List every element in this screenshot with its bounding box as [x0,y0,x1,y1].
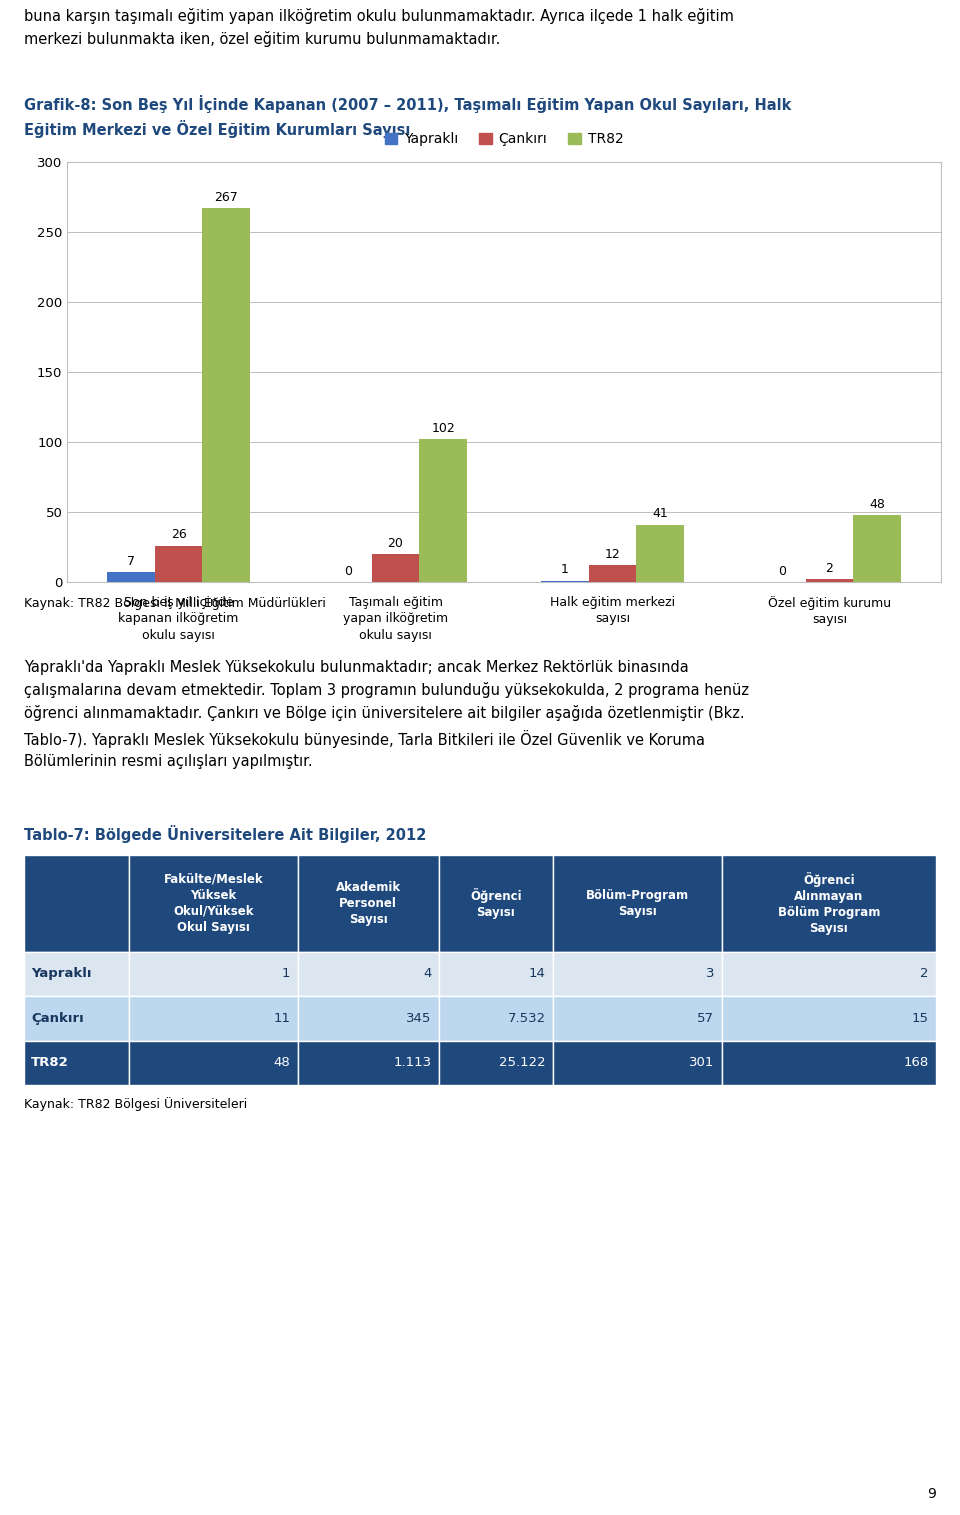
Bar [203,208,251,582]
Bar [439,1041,553,1085]
Text: Kaynak: TR82 Bölgesi Üniversiteleri: Kaynak: TR82 Bölgesi Üniversiteleri [24,1097,248,1110]
Bar [298,995,439,1041]
Legend: Yapraklı, Çankırı, TR82: Yapraklı, Çankırı, TR82 [379,127,629,152]
Text: 267: 267 [214,191,238,205]
Text: TR82: TR82 [32,1056,69,1070]
Bar [553,1041,722,1085]
Text: Bölüm-Program
Sayısı: Bölüm-Program Sayısı [586,889,689,918]
Text: 345: 345 [406,1012,432,1024]
Bar [722,951,936,995]
Text: 4: 4 [423,968,432,980]
Bar [853,515,901,582]
Text: 48: 48 [870,497,885,511]
Text: buna karşın taşımalı eğitim yapan ilköğretim okulu bulunmamaktadır. Ayrıca ilçed: buna karşın taşımalı eğitim yapan ilköğr… [24,8,733,47]
Text: Öğrenci
Alınmayan
Bölüm Program
Sayısı: Öğrenci Alınmayan Bölüm Program Sayısı [778,871,880,935]
Text: 7.532: 7.532 [508,1012,545,1024]
Bar [298,854,439,951]
Text: 25.122: 25.122 [499,1056,545,1070]
Text: 57: 57 [697,1012,714,1024]
Text: 0: 0 [344,565,351,577]
Bar [439,995,553,1041]
Text: 301: 301 [689,1056,714,1070]
Text: 11: 11 [274,1012,290,1024]
Text: Tablo-7: Bölgede Üniversitelere Ait Bilgiler, 2012: Tablo-7: Bölgede Üniversitelere Ait Bilg… [24,826,426,842]
Text: 168: 168 [903,1056,928,1070]
Text: 20: 20 [388,536,403,550]
Text: 3: 3 [706,968,714,980]
Text: Akademik
Personel
Sayısı: Akademik Personel Sayısı [336,880,401,926]
Text: 0: 0 [778,565,785,577]
Text: Yapraklı: Yapraklı [32,968,92,980]
Bar [722,995,936,1041]
Text: 41: 41 [653,508,668,520]
Bar [553,854,722,951]
Text: 26: 26 [171,529,186,541]
Bar [298,951,439,995]
Text: 15: 15 [912,1012,928,1024]
Text: 1.113: 1.113 [394,1056,432,1070]
Text: 14: 14 [529,968,545,980]
Text: Yapraklı'da Yapraklı Meslek Yüksekokulu bulunmaktadır; ancak Merkez Rektörlük bi: Yapraklı'da Yapraklı Meslek Yüksekokulu … [24,661,749,770]
Text: 2: 2 [826,562,833,576]
Text: 9: 9 [927,1488,936,1501]
Bar [24,995,129,1041]
Bar [24,1041,129,1085]
Bar [722,854,936,951]
Text: 1: 1 [561,564,568,576]
Bar [129,995,298,1041]
Text: Kaynak: TR82 Bölgesi İl Milli Eğitim Müdürlükleri: Kaynak: TR82 Bölgesi İl Milli Eğitim Müd… [24,595,325,611]
Bar [129,1041,298,1085]
Text: 12: 12 [605,548,620,561]
Text: 2: 2 [921,968,928,980]
Bar [439,854,553,951]
Bar [588,565,636,582]
Text: Grafik-8: Son Beş Yıl İçinde Kapanan (2007 – 2011), Taşımalı Eğitim Yapan Okul S: Grafik-8: Son Beş Yıl İçinde Kapanan (20… [24,95,791,138]
Bar [722,1041,936,1085]
Bar [129,951,298,995]
Text: 7: 7 [127,554,134,568]
Bar [155,545,203,582]
Bar [439,951,553,995]
Text: 1: 1 [282,968,290,980]
Bar [372,554,420,582]
Text: 48: 48 [274,1056,290,1070]
Bar [129,854,298,951]
Bar [805,579,853,582]
Text: Fakülte/Meslek
Yüksek
Okul/Yüksek
Okul Sayısı: Fakülte/Meslek Yüksek Okul/Yüksek Okul S… [163,873,263,933]
Text: Öğrenci
Sayısı: Öğrenci Sayısı [470,888,522,918]
Bar [107,573,155,582]
Text: Çankırı: Çankırı [32,1012,84,1024]
Bar [24,951,129,995]
Text: 102: 102 [431,423,455,435]
Bar [24,854,129,951]
Bar [420,439,468,582]
Bar [553,951,722,995]
Bar [298,1041,439,1085]
Bar [553,995,722,1041]
Bar [636,524,684,582]
